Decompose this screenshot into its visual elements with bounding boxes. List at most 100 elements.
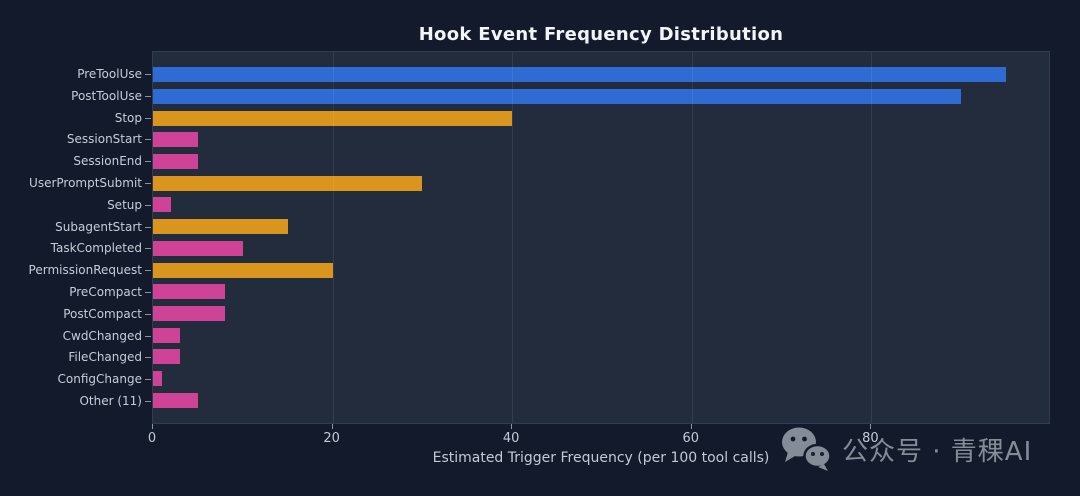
y-tick-mark <box>145 117 151 119</box>
y-tick-mark <box>145 226 151 228</box>
watermark: 公众号 · 青稞AI <box>780 426 1032 472</box>
bar-row <box>153 194 1049 216</box>
y-tick-mark <box>145 379 151 381</box>
y-label-row: PreCompact <box>0 281 142 303</box>
y-axis-label: PermissionRequest <box>28 263 142 278</box>
bar-row <box>153 303 1049 325</box>
bar-cwdchanged <box>153 327 180 343</box>
x-tick-mark <box>331 424 333 429</box>
watermark-text: 公众号 · 青稞AI <box>842 436 1033 467</box>
bar-row <box>153 107 1049 129</box>
y-label-row: FileChanged <box>0 347 142 369</box>
bar-postcompact <box>153 305 225 321</box>
y-axis-label: SessionStart <box>66 132 142 147</box>
y-label-row: UserPromptSubmit <box>0 172 142 194</box>
bar-row <box>153 172 1049 194</box>
y-axis-label: SessionEnd <box>73 154 142 169</box>
x-tick-mark <box>870 424 872 429</box>
y-axis-label: PreCompact <box>69 285 142 300</box>
y-axis-label: Other (11) <box>79 394 142 409</box>
bar-sessionstart <box>153 132 198 148</box>
gridline <box>332 52 334 423</box>
y-tick-mark <box>145 161 151 163</box>
y-label-row: TaskCompleted <box>0 238 142 260</box>
y-axis-label: PostCompact <box>63 306 142 321</box>
x-tick-label: 20 <box>323 431 340 446</box>
y-label-row: Setup <box>0 194 142 216</box>
bar-subagentstart <box>153 219 288 235</box>
bar-row <box>153 151 1049 173</box>
y-label-row: PostCompact <box>0 303 142 325</box>
x-tick-mark <box>690 424 692 429</box>
x-tick-label: 60 <box>682 431 700 446</box>
x-tick-label: 80 <box>862 431 879 446</box>
y-axis-label: ConfigChange <box>57 372 142 387</box>
y-axis-label: TaskCompleted <box>50 241 142 256</box>
bar-userpromptsubmit <box>153 175 423 191</box>
wechat-icon <box>780 426 832 472</box>
y-tick-mark <box>145 182 151 184</box>
y-tick-mark <box>145 248 151 250</box>
plot-area <box>152 51 1050 424</box>
bar-row <box>153 324 1049 346</box>
bar-precompact <box>153 284 225 300</box>
y-tick-mark <box>145 95 151 97</box>
y-label-row: SubagentStart <box>0 216 142 238</box>
y-tick-mark <box>145 357 151 359</box>
gridline <box>871 52 873 423</box>
y-tick-mark <box>145 139 151 141</box>
bar-filechanged <box>153 349 180 365</box>
y-axis-label: FileChanged <box>68 350 142 365</box>
bar-row <box>153 259 1049 281</box>
y-tick-mark <box>145 73 151 75</box>
bar-row <box>153 346 1049 368</box>
bar-row <box>153 368 1049 390</box>
bar-setup <box>153 197 171 213</box>
y-axis-label: PreToolUse <box>77 66 142 81</box>
y-label-row: PreToolUse <box>0 63 142 85</box>
x-axis-label: Estimated Trigger Frequency (per 100 too… <box>432 450 770 466</box>
x-tick-label: 40 <box>502 431 520 446</box>
bar-row <box>153 64 1049 86</box>
bar-other-11- <box>153 392 198 408</box>
chart-title: Hook Event Frequency Distribution <box>418 24 784 45</box>
y-label-row: ConfigChange <box>0 368 142 390</box>
y-axis-label: Setup <box>107 197 142 212</box>
bar-row <box>153 129 1049 151</box>
y-tick-mark <box>145 335 151 337</box>
y-label-row: Other (11) <box>0 390 142 412</box>
y-label-row: SessionEnd <box>0 150 142 172</box>
y-label-row: Stop <box>0 107 142 129</box>
y-tick-mark <box>145 401 151 403</box>
x-tick-mark <box>511 424 513 429</box>
y-tick-mark <box>145 204 151 206</box>
bar-row <box>153 238 1049 260</box>
y-axis-label: UserPromptSubmit <box>29 175 142 190</box>
bar-posttooluse <box>153 89 962 105</box>
bar-row <box>153 281 1049 303</box>
bar-permissionrequest <box>153 262 333 278</box>
y-label-row: SessionStart <box>0 128 142 150</box>
y-axis-label: SubagentStart <box>55 219 142 234</box>
bar-taskcompleted <box>153 240 243 256</box>
bar-pretooluse <box>153 67 1007 83</box>
bar-sessionend <box>153 154 198 170</box>
y-tick-mark <box>145 270 151 272</box>
gridline <box>691 52 693 423</box>
y-label-row: CwdChanged <box>0 325 142 347</box>
y-tick-mark <box>145 313 151 315</box>
gridline <box>512 52 514 423</box>
bar-stop <box>153 110 513 126</box>
y-axis-label: Stop <box>114 110 142 125</box>
x-tick-mark <box>152 424 153 429</box>
bar-row <box>153 216 1049 238</box>
y-label-row: PermissionRequest <box>0 259 142 281</box>
bar-rows <box>153 52 1049 423</box>
y-label-row: PostToolUse <box>0 85 142 107</box>
bar-row <box>153 389 1049 411</box>
y-axis-labels: PreToolUse PostToolUse Stop SessionStart Ses… <box>0 51 142 424</box>
y-axis-label: CwdChanged <box>62 328 142 343</box>
y-axis-label: PostToolUse <box>71 88 142 103</box>
x-tick-label: 0 <box>147 431 157 446</box>
